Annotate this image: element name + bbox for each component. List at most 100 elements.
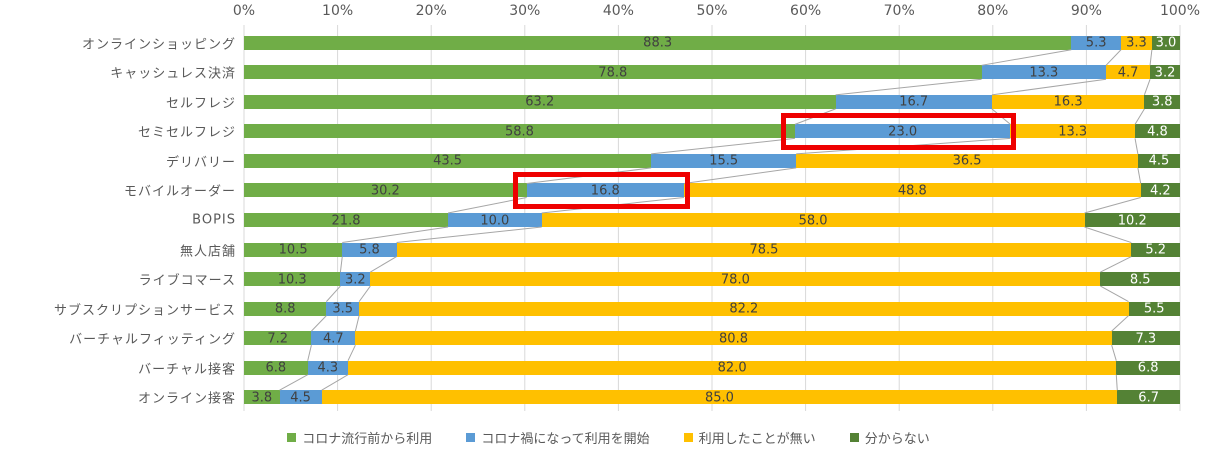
legend-label: コロナ禍になって利用を開始	[481, 432, 650, 447]
bar-segment	[326, 301, 360, 316]
value-label: 3.5	[332, 301, 354, 317]
bar-segment	[651, 153, 797, 168]
value-label: 58.0	[798, 213, 828, 228]
value-label: 80.8	[719, 331, 748, 347]
bar-segment	[311, 331, 356, 346]
bar-segment	[1144, 94, 1180, 109]
bar-segment	[1111, 331, 1180, 346]
value-label: 5.5	[1143, 301, 1165, 317]
value-label: 15.5	[709, 153, 739, 169]
series-connector-line	[1115, 374, 1118, 391]
x-axis-tick-label: 40%	[602, 3, 634, 19]
bar-segment	[1010, 124, 1136, 139]
value-label: 7.2	[267, 331, 289, 347]
bar-segment	[307, 360, 348, 375]
legend-item: コロナ流行前から利用	[287, 428, 432, 447]
bar-segment	[348, 360, 1117, 375]
bar-segment	[1117, 390, 1180, 405]
value-label: 3.8	[251, 390, 273, 406]
series-connector-line	[1149, 49, 1153, 66]
x-axis-tick-label: 70%	[883, 3, 915, 19]
value-label: 7.3	[1135, 331, 1157, 347]
value-label: 3.2	[1154, 65, 1176, 81]
series-connector-line	[279, 374, 308, 391]
bar-segment	[355, 331, 1112, 346]
legend-swatch-icon	[466, 433, 476, 442]
legend-swatch-icon	[287, 433, 297, 442]
value-label: 10.0	[480, 213, 510, 228]
bar-segment	[1100, 272, 1180, 287]
category-label: モバイルオーダー	[123, 184, 236, 200]
value-label: 78.0	[720, 272, 750, 288]
x-axis-tick-label: 20%	[415, 3, 447, 19]
series-connector-line	[354, 315, 360, 332]
series-connector-line	[1100, 256, 1132, 273]
value-label: 63.2	[525, 94, 555, 110]
value-label: 3.8	[1151, 94, 1173, 110]
bar-segment	[991, 94, 1145, 109]
bar-segment	[244, 242, 343, 257]
value-label: 5.2	[1145, 242, 1166, 258]
legend-label: 分からない	[864, 432, 930, 447]
value-label: 16.8	[590, 183, 620, 199]
value-label: 43.5	[433, 153, 463, 169]
bar-segment	[370, 272, 1101, 287]
category-label: バーチャル接客	[138, 362, 236, 378]
value-label: 85.0	[705, 390, 734, 406]
bar-segment	[526, 183, 684, 198]
legend-swatch-icon	[849, 433, 859, 442]
bar-segment	[244, 94, 836, 109]
value-label: 6.8	[265, 360, 287, 376]
series-connector-line	[339, 256, 343, 273]
bar-segment	[244, 183, 527, 198]
legend-label: 利用したことが無い	[698, 432, 816, 447]
value-label: 4.8	[1147, 124, 1168, 140]
value-label: 6.7	[1138, 390, 1159, 406]
value-label: 5.8	[359, 242, 380, 258]
highlight-box	[780, 113, 1017, 151]
bar-segment	[1140, 183, 1180, 198]
series-connector-line	[1134, 108, 1145, 125]
bar-segment	[244, 331, 312, 346]
bar-segment	[1071, 35, 1121, 50]
bar-segment	[835, 94, 992, 109]
bar-segment	[1151, 35, 1180, 50]
value-label: 10.2	[1117, 213, 1147, 228]
series-connector-line	[1111, 315, 1129, 332]
bar-segment	[1137, 153, 1180, 168]
x-axis-tick-label: 90%	[1070, 3, 1102, 19]
category-label: セルフレジ	[165, 96, 236, 112]
series-connector-line	[1105, 49, 1122, 66]
bar-segment	[794, 124, 1011, 139]
x-axis-tick-label: 50%	[696, 3, 728, 19]
bar-segment	[541, 213, 1085, 227]
bar-segment	[244, 153, 652, 168]
bar-segment	[340, 272, 371, 287]
bar-segment	[244, 213, 449, 227]
series-connector-line	[683, 167, 797, 184]
value-label: 82.2	[729, 301, 759, 317]
series-connector-line	[325, 285, 341, 302]
category-label: オンライン接客	[137, 391, 236, 407]
value-label: 78.8	[598, 65, 628, 81]
category-label: バーチャルフィッティング	[69, 332, 236, 348]
series-connector-line	[991, 78, 1107, 96]
value-label: 36.5	[952, 153, 982, 169]
value-label: 8.8	[274, 301, 296, 317]
series-connector-line	[1100, 285, 1129, 303]
bar-segment	[396, 242, 1132, 257]
series-connector-line	[311, 315, 327, 332]
bar-segment	[244, 272, 341, 287]
x-axis-tick-label: 60%	[790, 3, 822, 19]
value-label: 58.8	[504, 124, 534, 140]
value-label: 3.0	[1155, 35, 1177, 51]
series-connector-line	[370, 256, 397, 273]
bar-segment	[244, 65, 982, 80]
bar-segment	[448, 213, 542, 227]
value-label: 78.5	[749, 242, 779, 258]
value-label: 10.5	[278, 242, 308, 258]
value-label: 4.7	[1117, 65, 1139, 81]
bar-segment	[1135, 124, 1180, 139]
bar-segment	[683, 183, 1141, 198]
